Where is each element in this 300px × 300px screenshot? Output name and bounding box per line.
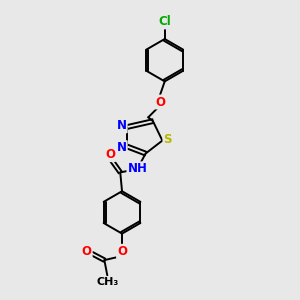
Text: O: O — [155, 95, 165, 109]
Text: NH: NH — [128, 162, 147, 175]
Text: N: N — [117, 141, 127, 154]
Text: N: N — [117, 119, 127, 132]
Text: O: O — [105, 148, 115, 161]
Text: Cl: Cl — [158, 15, 171, 28]
Text: O: O — [82, 245, 92, 258]
Text: CH₃: CH₃ — [96, 277, 118, 287]
Text: O: O — [117, 245, 127, 258]
Text: S: S — [164, 133, 172, 146]
